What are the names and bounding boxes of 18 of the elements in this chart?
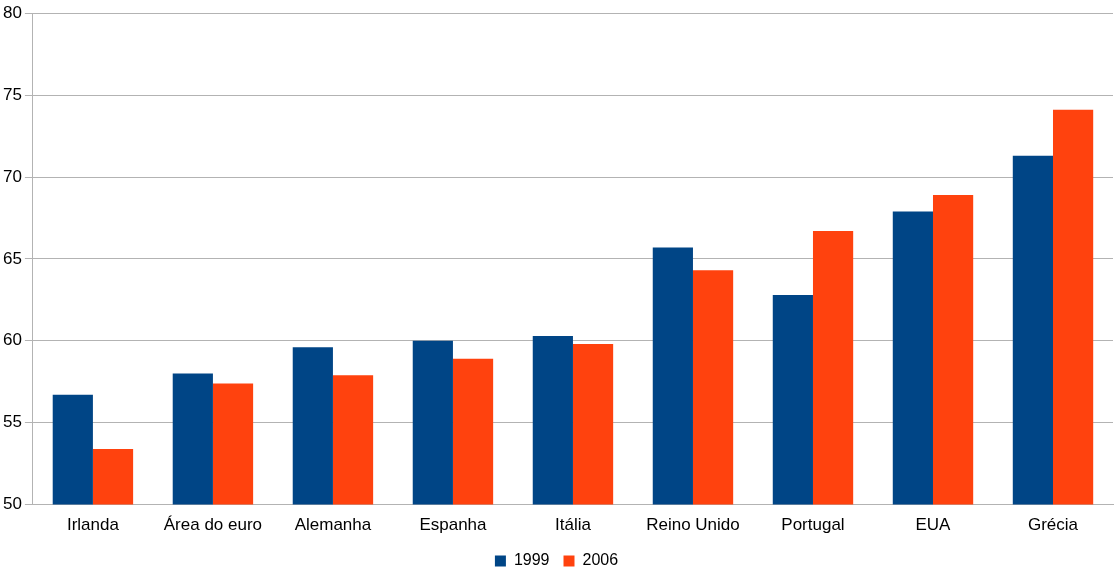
x-tick-label: EUA xyxy=(915,515,952,535)
y-tick-label: 65 xyxy=(2,248,22,268)
x-tick-label: Alemanha xyxy=(294,515,372,535)
x-tick-label: Portugal xyxy=(781,515,845,535)
legend-label: 2006 xyxy=(582,551,619,569)
x-tick-label: Reino Unido xyxy=(646,515,740,535)
legend-label: 1999 xyxy=(513,551,550,569)
y-tick-label: 55 xyxy=(2,412,22,432)
y-tick-label: 80 xyxy=(2,2,22,22)
y-tick-label: 50 xyxy=(2,494,22,514)
x-tick-label: Irlanda xyxy=(66,515,120,535)
x-tick-label: Itália xyxy=(554,515,592,535)
y-tick-label: 75 xyxy=(2,84,22,104)
x-tick-label: Área do euro xyxy=(163,515,263,535)
y-tick-label: 70 xyxy=(2,166,22,186)
y-tick-label: 60 xyxy=(2,330,22,350)
x-tick-label: Espanha xyxy=(419,515,488,535)
x-tick-label: Grécia xyxy=(1027,515,1079,535)
